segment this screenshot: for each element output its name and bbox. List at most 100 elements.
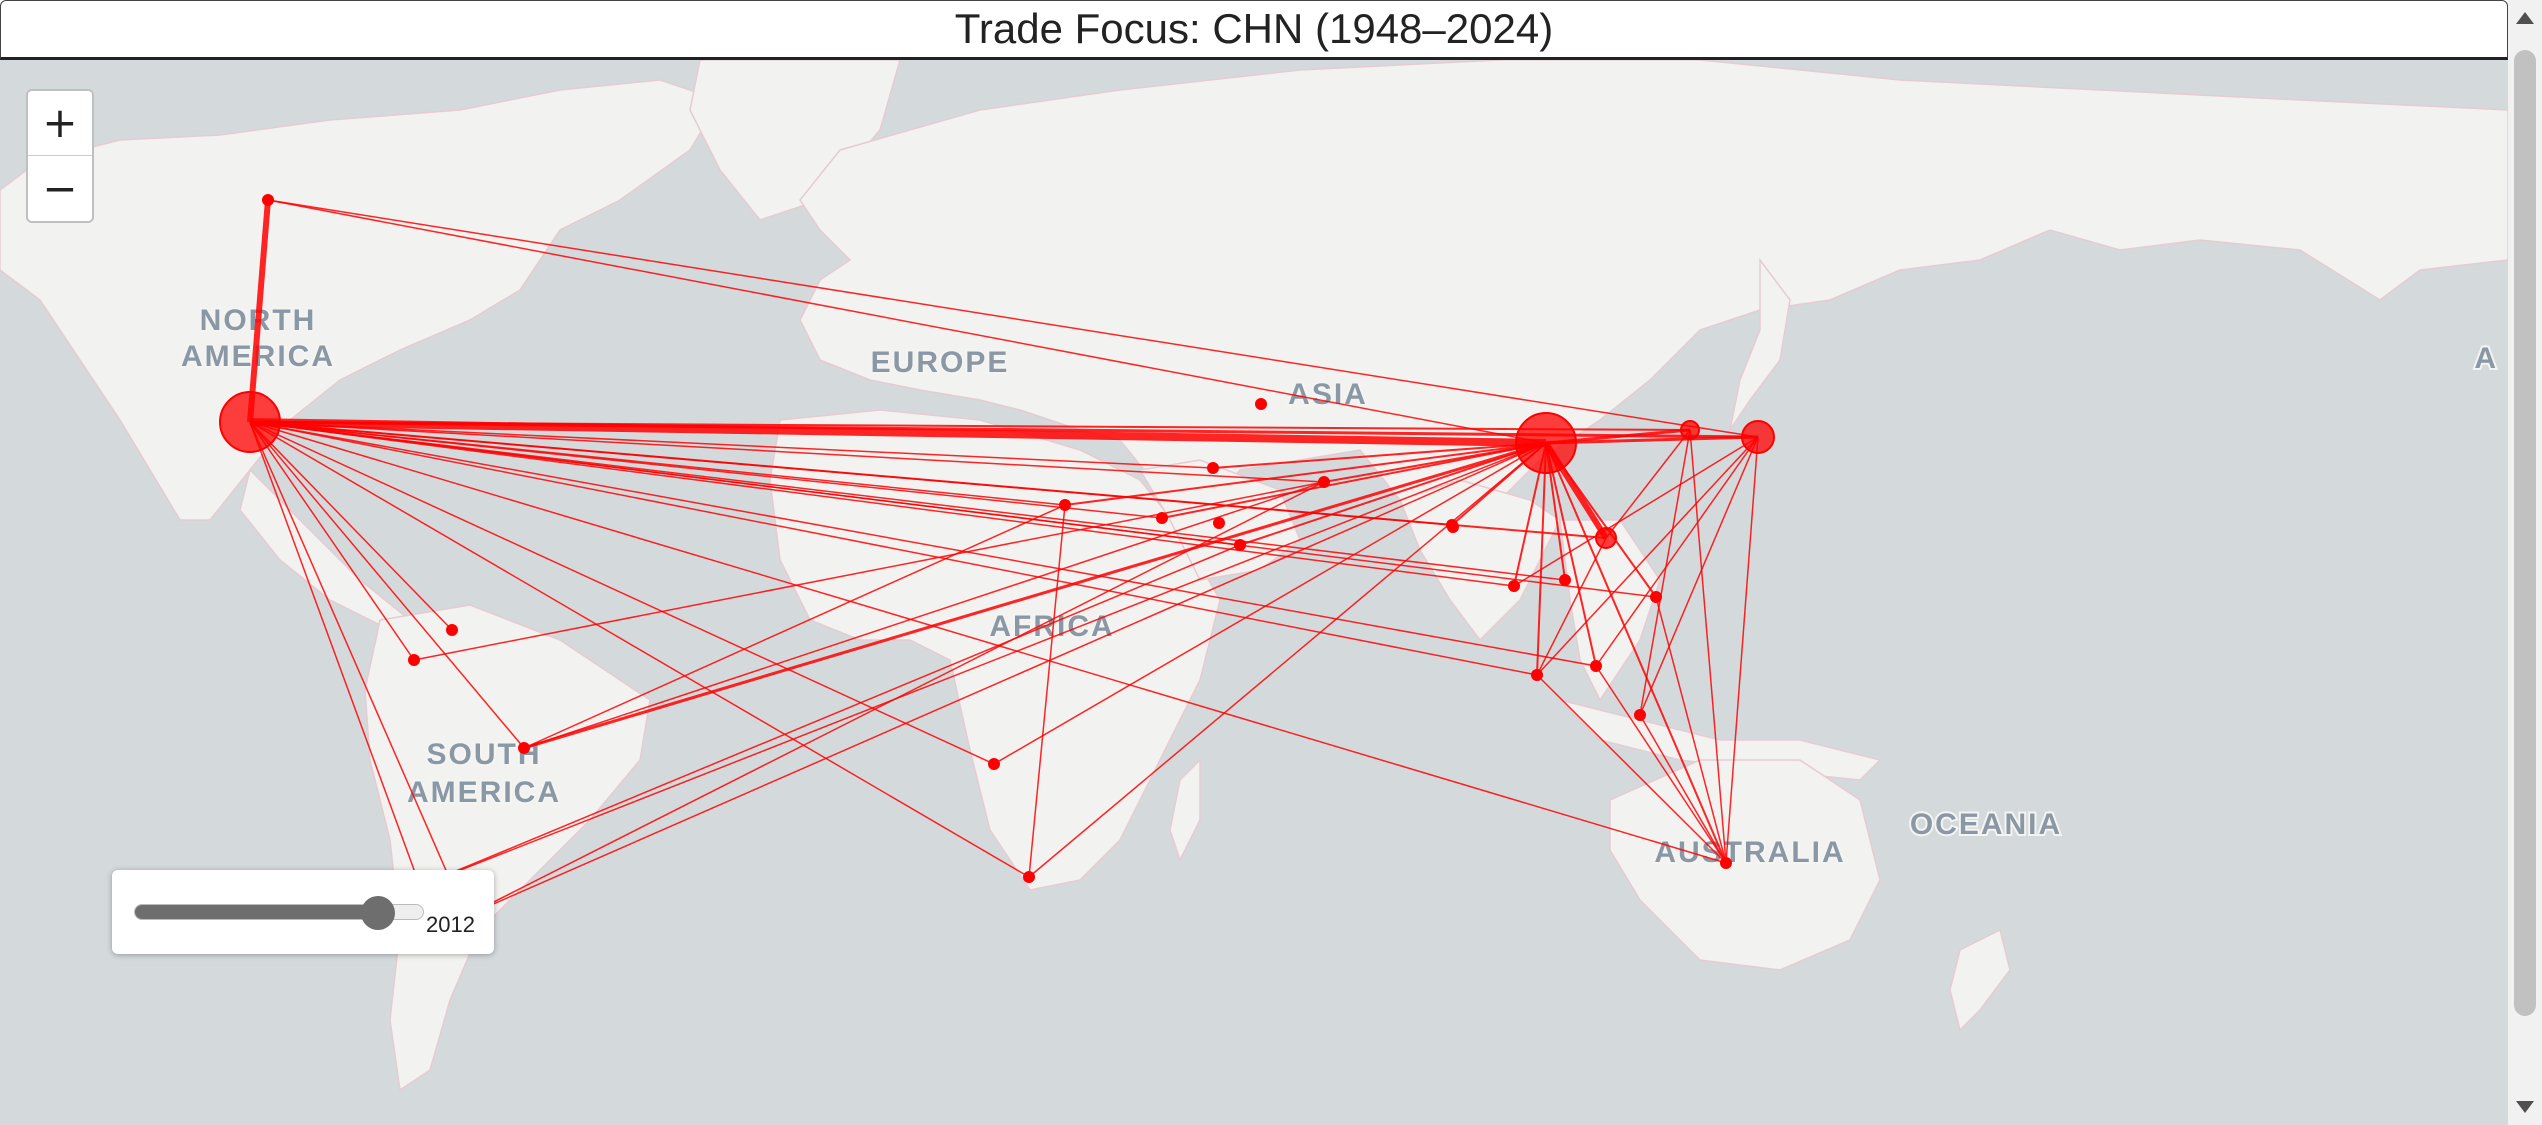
- trade-flow-line: [249, 421, 1515, 587]
- scrollbar-thumb[interactable]: [2514, 50, 2536, 1016]
- trade-flow-line: [1595, 665, 1727, 864]
- trade-flow-line: [249, 421, 1163, 519]
- trade-node-marker[interactable]: [408, 654, 420, 666]
- trade-node-marker[interactable]: [1447, 521, 1459, 533]
- trade-node-marker[interactable]: [1634, 709, 1646, 721]
- trade-node-marker[interactable]: [1156, 512, 1168, 524]
- trade-flow-line: [1239, 442, 1547, 546]
- label-australia: AUSTRALIA: [1654, 836, 1845, 869]
- trade-flow-line: [249, 421, 1325, 483]
- land-australia: [1609, 759, 1881, 971]
- trade-node-marker[interactable]: [1234, 539, 1246, 551]
- trade-node-marker[interactable]: [1213, 517, 1225, 529]
- trade-flow-line: [249, 421, 1597, 667]
- year-slider-thumb[interactable]: [360, 896, 395, 930]
- trade-flow-line: [249, 421, 467, 917]
- map-canvas[interactable]: NORTH AMERICA EUROPE ASIA AFRICA SOUTH A…: [0, 60, 2508, 1125]
- trade-flow-line: [249, 421, 1214, 469]
- region-labels: NORTH AMERICA EUROPE ASIA AFRICA SOUTH A…: [179, 302, 2498, 871]
- trade-flow-line: [1689, 429, 1727, 864]
- land-madagascar: [1169, 758, 1201, 862]
- trade-node-marker[interactable]: [262, 194, 274, 206]
- trade-node-marker[interactable]: [1515, 412, 1577, 474]
- trade-flow-line: [249, 421, 1453, 526]
- year-slider-fill: [135, 905, 378, 919]
- trade-node-marker[interactable]: [1508, 580, 1520, 592]
- trade-flow-line: [1639, 429, 1691, 716]
- trade-node-marker[interactable]: [446, 624, 458, 636]
- trade-flow-line: [1536, 537, 1607, 676]
- trade-flow-line: [249, 421, 1566, 581]
- trade-flow-line: [1545, 442, 1597, 667]
- trade-flow-line: [249, 421, 1241, 546]
- trade-flow-line: [249, 421, 1538, 676]
- trade-flow-line: [1639, 436, 1759, 716]
- trade-flow-line: [249, 421, 421, 887]
- trade-flow-line: [523, 481, 1325, 749]
- trade-node-marker[interactable]: [1741, 420, 1775, 454]
- trade-flow-line: [249, 421, 525, 749]
- trade-flow-line: [1513, 436, 1759, 587]
- trade-node-marker[interactable]: [1059, 499, 1071, 511]
- trade-flow-line: [267, 199, 1759, 438]
- trade-flow-line: [249, 421, 995, 765]
- trade-flow-line: [523, 504, 1066, 749]
- year-slider-track[interactable]: [134, 896, 424, 930]
- trade-node-marker[interactable]: [518, 742, 530, 754]
- scroll-up-arrow-icon[interactable]: [2516, 12, 2534, 24]
- trade-flow-line: [249, 421, 1727, 864]
- trade-flow-line: [1212, 442, 1547, 469]
- trade-flow-line: [1655, 596, 1727, 864]
- trade-flows: [247, 199, 1759, 917]
- trade-flow-line: [1536, 674, 1727, 864]
- trade-node-marker[interactable]: [219, 391, 281, 453]
- trade-flow-line: [1028, 504, 1066, 878]
- trade-node-marker[interactable]: [1207, 462, 1219, 474]
- trade-node-marker[interactable]: [1590, 660, 1602, 672]
- trade-node-marker[interactable]: [1531, 669, 1543, 681]
- trade-flow-line: [1639, 714, 1727, 864]
- label-europe: EUROPE: [871, 346, 1010, 379]
- zoom-out-button[interactable]: −: [28, 156, 92, 221]
- label-oceania: OCEANIA: [1910, 808, 2062, 841]
- trade-flow-line: [1545, 442, 1657, 598]
- trade-node-marker[interactable]: [1595, 527, 1617, 549]
- trade-node-marker[interactable]: [1680, 420, 1700, 440]
- land-new-zealand: [1949, 928, 2011, 1032]
- trade-flow-line: [1323, 442, 1547, 483]
- label-south-america-1: SOUTH: [427, 738, 542, 771]
- label-africa: AFRICA: [989, 610, 1114, 643]
- trade-node-marker[interactable]: [988, 758, 1000, 770]
- trade-flow-line: [249, 421, 453, 631]
- trade-flow-line: [249, 420, 1759, 439]
- trade-flow-line: [249, 421, 415, 661]
- scroll-down-arrow-icon[interactable]: [2516, 1101, 2534, 1113]
- trade-nodes[interactable]: [219, 194, 1775, 922]
- trade-node-marker[interactable]: [1720, 857, 1732, 869]
- land-south-america: [364, 604, 651, 1092]
- trade-flow-line: [1545, 435, 1759, 445]
- trade-flow-line: [523, 441, 1547, 750]
- trade-flow-line: [1605, 429, 1691, 539]
- trade-node-marker[interactable]: [1650, 591, 1662, 603]
- trade-flow-line: [1545, 442, 1727, 864]
- year-value: 2012: [426, 912, 475, 937]
- trade-map[interactable]: NORTH AMERICA EUROPE ASIA AFRICA SOUTH A…: [0, 60, 2508, 1125]
- zoom-control: + −: [26, 89, 94, 223]
- page-scrollbar[interactable]: [2508, 0, 2542, 1125]
- trade-flow-line: [1536, 442, 1547, 676]
- trade-flow-line: [993, 442, 1547, 765]
- zoom-in-button[interactable]: +: [28, 91, 92, 156]
- trade-node-marker[interactable]: [1023, 871, 1035, 883]
- trade-node-marker[interactable]: [1255, 398, 1267, 410]
- trade-node-marker[interactable]: [1559, 574, 1571, 586]
- trade-flow-line: [249, 421, 1691, 431]
- trade-flow-line: [465, 442, 1547, 917]
- label-south-america-2: AMERICA: [407, 776, 561, 809]
- land-india: [1399, 479, 1561, 642]
- label-edge-fragment: A: [2474, 342, 2498, 375]
- land-southeast-asia: [1559, 519, 1661, 702]
- trade-node-marker[interactable]: [1318, 476, 1330, 488]
- trade-flow-line: [465, 481, 1325, 917]
- trade-flow-line: [1064, 442, 1547, 506]
